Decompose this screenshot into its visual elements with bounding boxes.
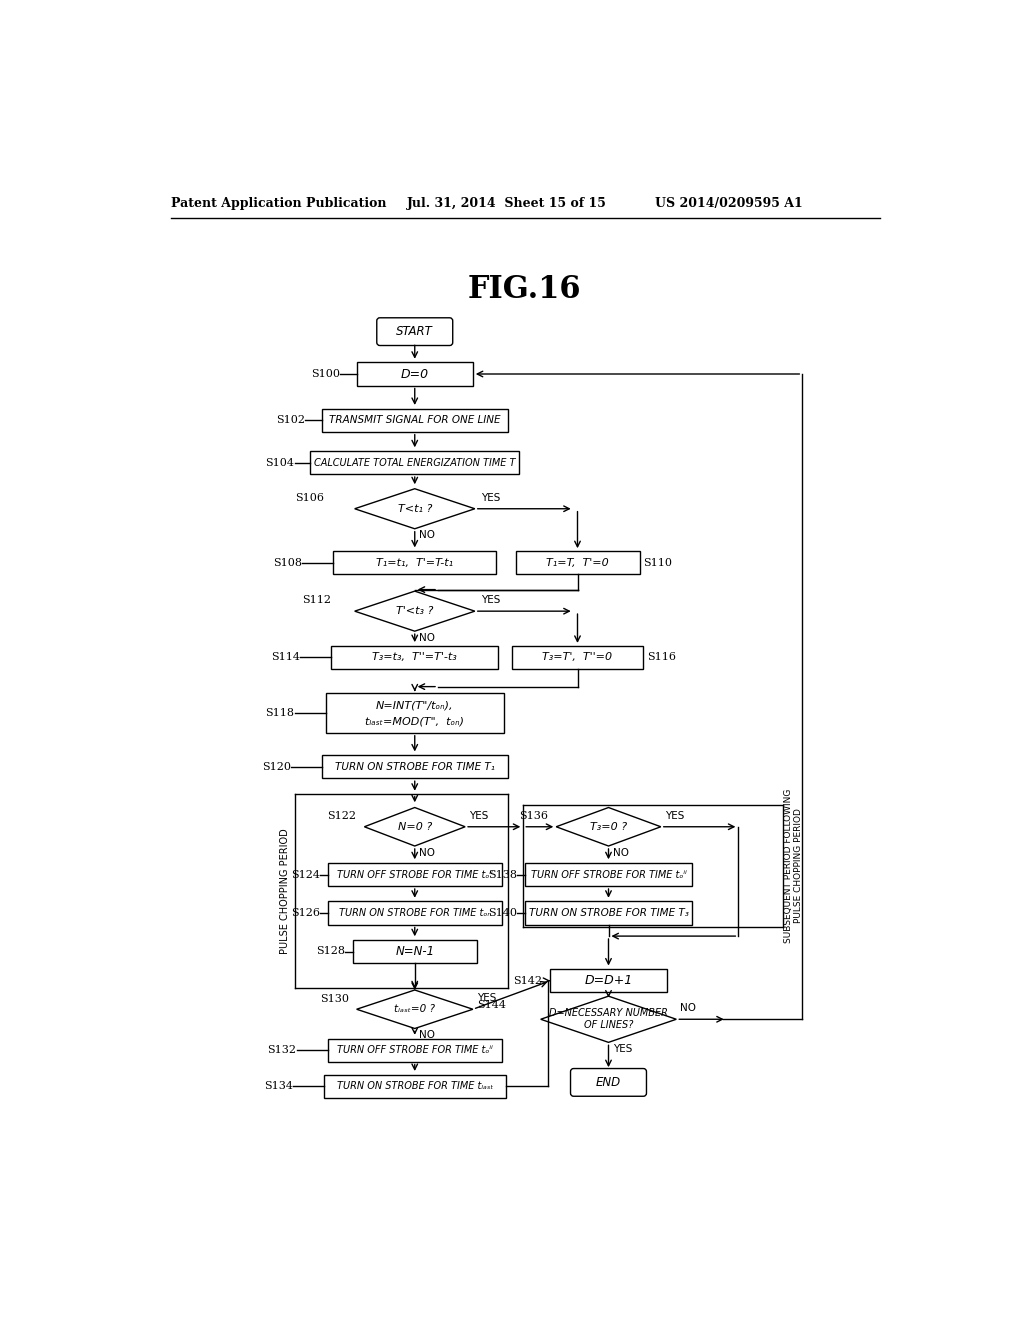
- FancyBboxPatch shape: [525, 863, 692, 886]
- Text: START: START: [396, 325, 433, 338]
- FancyBboxPatch shape: [322, 409, 508, 432]
- Text: TURN ON STROBE FOR TIME tₒₙ: TURN ON STROBE FOR TIME tₒₙ: [339, 908, 490, 917]
- Text: S100: S100: [311, 370, 340, 379]
- Text: END: END: [596, 1076, 622, 1089]
- FancyBboxPatch shape: [377, 318, 453, 346]
- Text: S102: S102: [276, 416, 305, 425]
- Text: YES: YES: [665, 810, 684, 821]
- Text: N=0 ?: N=0 ?: [397, 822, 432, 832]
- Text: S118: S118: [265, 708, 295, 718]
- FancyBboxPatch shape: [326, 693, 504, 733]
- Text: tₗₐₛₜ=0 ?: tₗₐₛₜ=0 ?: [394, 1005, 435, 1014]
- FancyBboxPatch shape: [328, 863, 502, 886]
- Text: D=D+1: D=D+1: [585, 974, 633, 987]
- Text: FIG.16: FIG.16: [468, 273, 582, 305]
- FancyBboxPatch shape: [550, 969, 667, 993]
- Text: Jul. 31, 2014  Sheet 15 of 15: Jul. 31, 2014 Sheet 15 of 15: [407, 197, 607, 210]
- Text: S142: S142: [514, 975, 543, 986]
- Text: YES: YES: [481, 595, 501, 605]
- Text: S130: S130: [319, 994, 349, 1003]
- Text: S140: S140: [488, 908, 517, 917]
- Text: N=N-1: N=N-1: [395, 945, 434, 958]
- Text: D=NECESSARY NUMBER
OF LINES?: D=NECESSARY NUMBER OF LINES?: [549, 1008, 668, 1030]
- FancyBboxPatch shape: [570, 1069, 646, 1096]
- FancyBboxPatch shape: [332, 645, 498, 669]
- Text: Patent Application Publication: Patent Application Publication: [171, 197, 386, 210]
- Text: NO: NO: [613, 847, 629, 858]
- Polygon shape: [356, 990, 473, 1028]
- Text: S136: S136: [519, 812, 549, 821]
- Text: S138: S138: [488, 870, 517, 879]
- Text: YES: YES: [613, 1044, 633, 1053]
- Text: T₃=t₃,  T''=T'-t₃: T₃=t₃, T''=T'-t₃: [373, 652, 457, 663]
- Text: T₃=T',  T''=0: T₃=T', T''=0: [543, 652, 612, 663]
- Text: S110: S110: [643, 557, 673, 568]
- FancyBboxPatch shape: [515, 552, 640, 574]
- Text: TURN OFF STROBE FOR TIME tₒⁱⁱ: TURN OFF STROBE FOR TIME tₒⁱⁱ: [337, 1045, 493, 1055]
- Text: S114: S114: [271, 652, 300, 663]
- Text: S104: S104: [265, 458, 295, 467]
- Text: TURN OFF STROBE FOR TIME tₒⁱⁱ: TURN OFF STROBE FOR TIME tₒⁱⁱ: [530, 870, 686, 879]
- Text: S108: S108: [273, 557, 302, 568]
- Text: TURN ON STROBE FOR TIME T₁: TURN ON STROBE FOR TIME T₁: [335, 762, 495, 772]
- Text: T₁=T,  T'=0: T₁=T, T'=0: [546, 557, 609, 568]
- Text: TURN OFF STROBE FOR TIME tₒⁱⁱ: TURN OFF STROBE FOR TIME tₒⁱⁱ: [337, 870, 493, 879]
- Text: S126: S126: [291, 908, 319, 917]
- Text: S122: S122: [328, 812, 356, 821]
- Text: TURN ON STROBE FOR TIME tₗₐₛₜ: TURN ON STROBE FOR TIME tₗₐₛₜ: [337, 1081, 493, 1092]
- Text: YES: YES: [477, 993, 496, 1003]
- FancyBboxPatch shape: [525, 902, 692, 924]
- Text: T<t₁ ?: T<t₁ ?: [397, 504, 432, 513]
- Text: T'<t₃ ?: T'<t₃ ?: [396, 606, 433, 616]
- FancyBboxPatch shape: [328, 902, 502, 924]
- Text: T₃=0 ?: T₃=0 ?: [590, 822, 627, 832]
- Polygon shape: [556, 808, 660, 846]
- Text: NO: NO: [420, 531, 435, 540]
- Text: NO: NO: [420, 847, 435, 858]
- Text: S144: S144: [477, 1001, 506, 1010]
- Text: T₁=t₁,  T'=T-t₁: T₁=t₁, T'=T-t₁: [376, 557, 454, 568]
- FancyBboxPatch shape: [328, 1039, 502, 1061]
- Text: NO: NO: [420, 1030, 435, 1040]
- Text: N=INT(T"/tₒₙ),: N=INT(T"/tₒₙ),: [376, 701, 454, 710]
- Text: S128: S128: [316, 946, 345, 957]
- Text: S134: S134: [264, 1081, 293, 1092]
- FancyBboxPatch shape: [356, 363, 473, 385]
- Text: CALCULATE TOTAL ENERGIZATION TIME T: CALCULATE TOTAL ENERGIZATION TIME T: [314, 458, 515, 467]
- Text: D=0: D=0: [400, 367, 429, 380]
- FancyBboxPatch shape: [512, 645, 643, 669]
- Text: S124: S124: [291, 870, 319, 879]
- Polygon shape: [365, 808, 465, 846]
- FancyBboxPatch shape: [310, 451, 519, 474]
- FancyBboxPatch shape: [334, 552, 496, 574]
- FancyBboxPatch shape: [324, 1074, 506, 1098]
- Text: US 2014/0209595 A1: US 2014/0209595 A1: [655, 197, 803, 210]
- Polygon shape: [541, 997, 676, 1043]
- Text: NO: NO: [680, 1003, 696, 1014]
- Text: S116: S116: [647, 652, 676, 663]
- Polygon shape: [354, 591, 475, 631]
- Text: tₗₐₛₜ=MOD(T",  tₒₙ): tₗₐₛₜ=MOD(T", tₒₙ): [366, 717, 464, 726]
- Text: YES: YES: [469, 810, 488, 821]
- Text: SUBSEQUENT PERIOD FOLLOWING
PULSE CHOPPING PERIOD: SUBSEQUENT PERIOD FOLLOWING PULSE CHOPPI…: [784, 789, 804, 944]
- Text: PULSE CHOPPING PERIOD: PULSE CHOPPING PERIOD: [281, 828, 291, 954]
- Text: YES: YES: [481, 492, 501, 503]
- FancyBboxPatch shape: [322, 755, 508, 779]
- Text: S112: S112: [302, 595, 332, 605]
- Text: S132: S132: [267, 1045, 297, 1055]
- Text: S106: S106: [295, 492, 324, 503]
- Text: TRANSMIT SIGNAL FOR ONE LINE: TRANSMIT SIGNAL FOR ONE LINE: [329, 416, 501, 425]
- FancyBboxPatch shape: [352, 940, 477, 964]
- Text: TURN ON STROBE FOR TIME T₃: TURN ON STROBE FOR TIME T₃: [528, 908, 688, 917]
- Polygon shape: [354, 488, 475, 529]
- Text: S120: S120: [262, 762, 291, 772]
- Text: NO: NO: [420, 632, 435, 643]
